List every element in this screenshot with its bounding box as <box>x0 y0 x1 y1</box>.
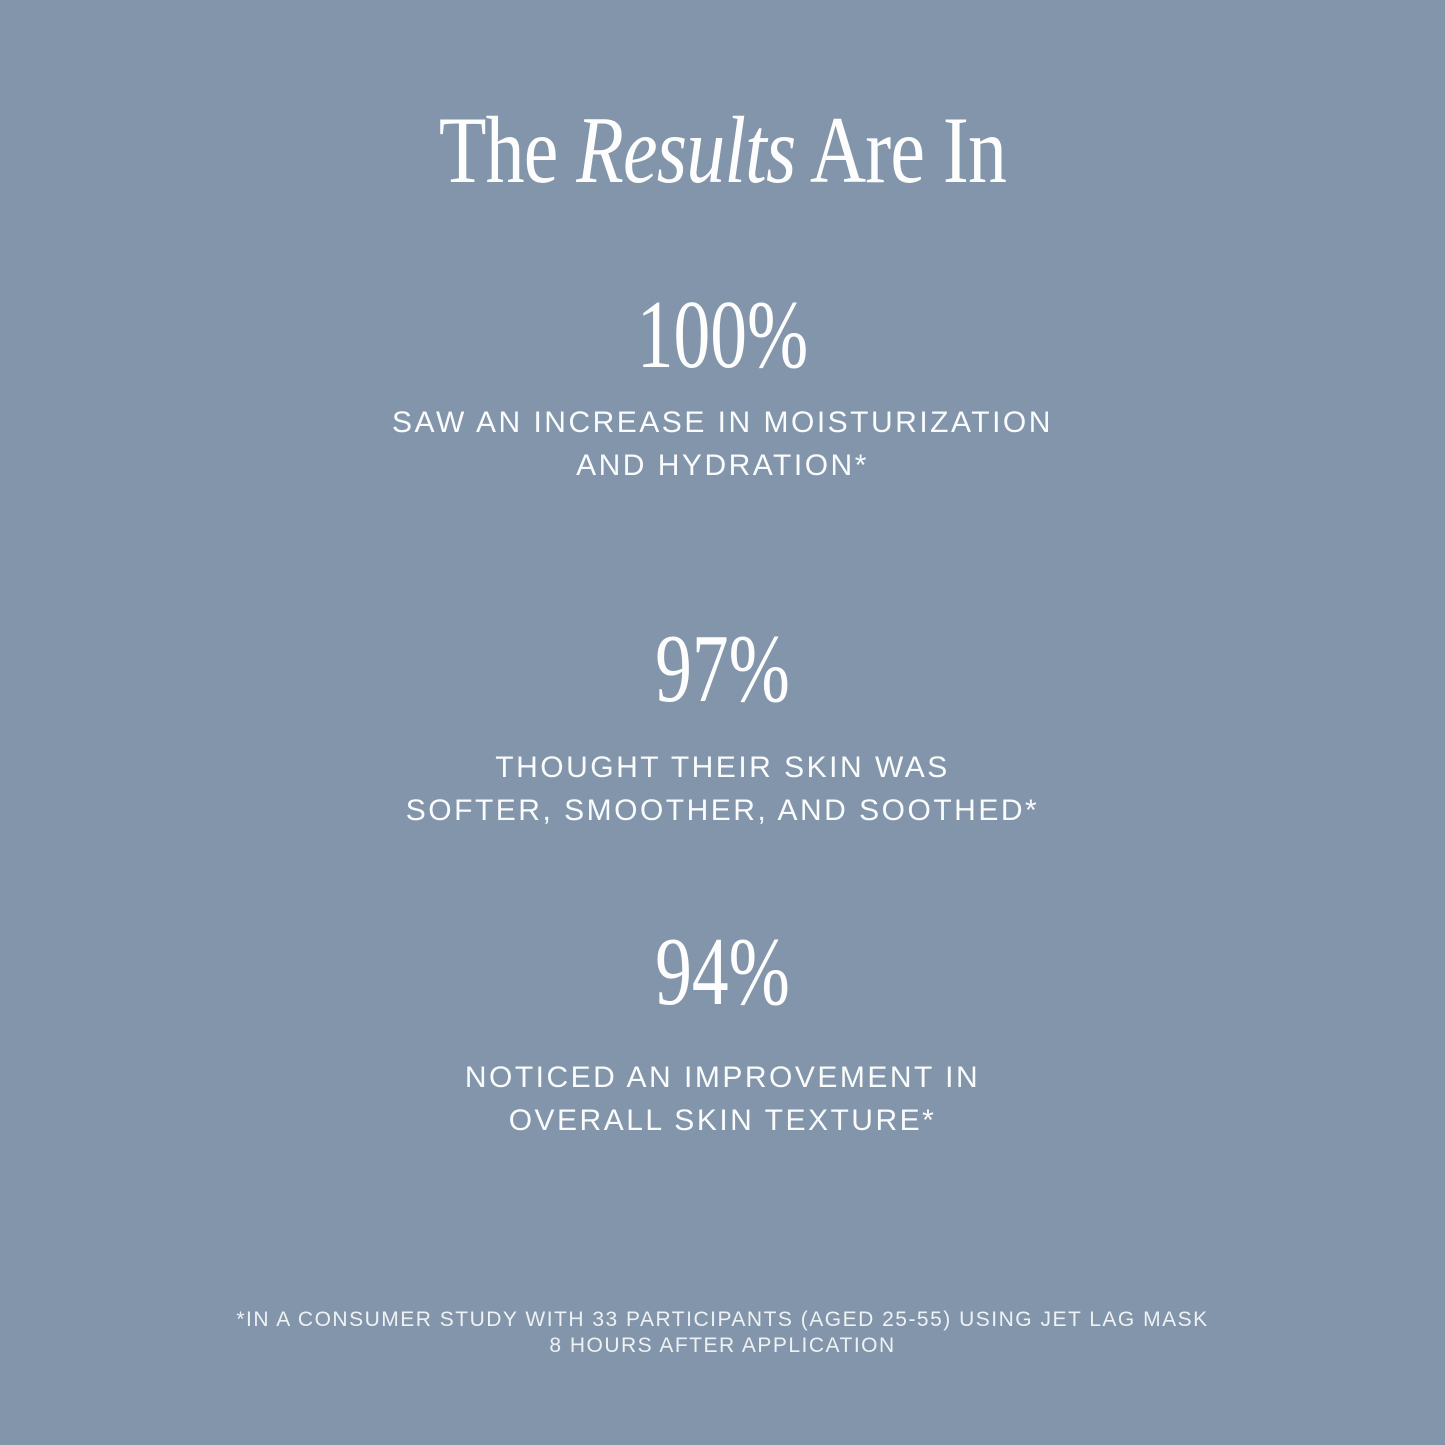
stat-value-softer-skin: 97% <box>655 615 790 723</box>
stat-value-skin-texture: 94% <box>655 918 790 1026</box>
stat-description-moisturization: SAW AN INCREASE IN MOISTURIZATION AND HY… <box>0 401 1445 487</box>
stat-description-line: OVERALL SKIN TEXTURE* <box>508 1104 937 1137</box>
stat-description-softer-skin: THOUGHT THEIR SKIN WAS SOFTER, SMOOTHER,… <box>0 746 1445 832</box>
study-footnote: *IN A CONSUMER STUDY WITH 33 PARTICIPANT… <box>0 1307 1445 1359</box>
footnote-line: 8 HOURS AFTER APPLICATION <box>549 1334 896 1357</box>
page-title: The Results Are In <box>130 103 1315 198</box>
stat-description-line: AND HYDRATION* <box>576 449 869 482</box>
stat-value-moisturization: 100% <box>636 281 809 389</box>
footnote-line: *IN A CONSUMER STUDY WITH 33 PARTICIPANT… <box>236 1308 1209 1331</box>
stat-description-line: SOFTER, SMOOTHER, AND SOOTHED* <box>405 794 1040 827</box>
title-suffix: Are In <box>795 97 1007 203</box>
stat-description-line: SAW AN INCREASE IN MOISTURIZATION <box>392 406 1053 439</box>
title-emphasis: Results <box>576 97 796 203</box>
stat-description-line: THOUGHT THEIR SKIN WAS <box>495 751 950 784</box>
title-prefix: The <box>438 97 577 203</box>
stat-description-skin-texture: NOTICED AN IMPROVEMENT IN OVERALL SKIN T… <box>0 1056 1445 1142</box>
stat-description-line: NOTICED AN IMPROVEMENT IN <box>464 1061 981 1094</box>
